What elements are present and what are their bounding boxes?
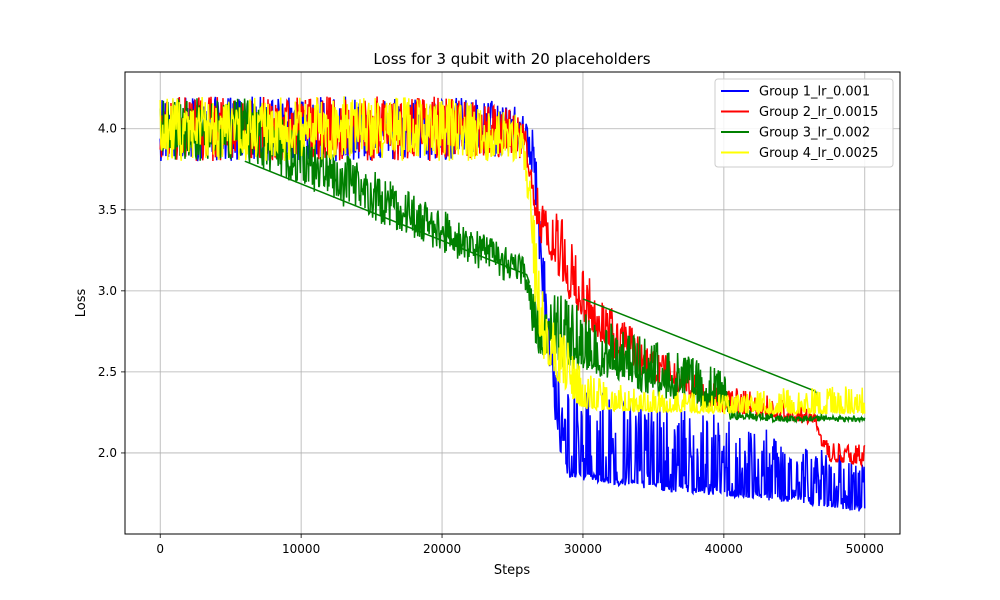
x-tick-label: 50000 bbox=[846, 542, 884, 556]
y-tick-label: 3.0 bbox=[98, 284, 117, 298]
y-tick-label: 3.5 bbox=[98, 203, 117, 217]
y-tick-label: 2.5 bbox=[98, 365, 117, 379]
chart-title: Loss for 3 qubit with 20 placeholders bbox=[373, 50, 650, 68]
legend-box bbox=[714, 78, 894, 168]
y-axis-label: Loss bbox=[74, 289, 89, 318]
legend-label: Group 1_lr_0.001 bbox=[759, 85, 870, 100]
series-line-4 bbox=[159, 96, 866, 417]
axis-ticks: 0 10000 20000 30000 40000 50000 2.0 2.5 3.0 3.5 4.… bbox=[98, 122, 884, 556]
legend-label: Group 2_lr_0.0015 bbox=[759, 105, 878, 120]
x-tick-label: 10000 bbox=[282, 542, 320, 556]
plot-frame bbox=[124, 71, 901, 535]
legend-label: Group 4_lr_0.0025 bbox=[759, 146, 878, 161]
series-segment-3-1 bbox=[244, 160, 531, 283]
legend: Group 1_lr_0.001 Group 2_lr_0.0015 Group 3… bbox=[714, 78, 894, 168]
x-tick-label: 20000 bbox=[423, 542, 461, 556]
x-tick-label: 30000 bbox=[564, 542, 602, 556]
y-tick-label: 2.0 bbox=[98, 446, 117, 460]
x-tick-label: 40000 bbox=[705, 542, 743, 556]
plot-area bbox=[159, 96, 866, 512]
x-axis-label: Steps bbox=[494, 563, 531, 578]
y-tick-label: 4.0 bbox=[98, 122, 117, 136]
legend-label: Group 3_lr_0.002 bbox=[759, 126, 870, 141]
x-tick-label: 0 bbox=[156, 542, 164, 556]
